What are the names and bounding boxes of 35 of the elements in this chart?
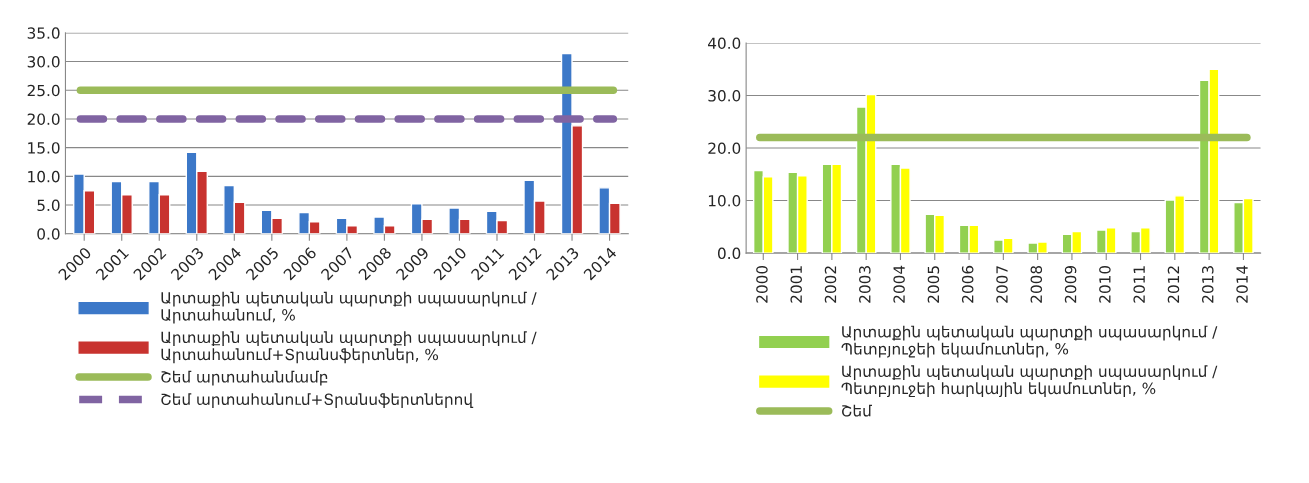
x-tick-label: 2001 — [790, 266, 803, 303]
y-tick-label: 40.0 — [708, 37, 741, 50]
x-tick-label: 2008 — [1030, 265, 1043, 303]
y-tick-label: 10.0 — [708, 195, 741, 207]
x-tick-label: 2003 — [859, 266, 871, 303]
x-tick-label: 2010 — [1099, 265, 1111, 303]
legend-label: Արտաքին պետական պարտքի սպասարկում / Արտահանում, % — [161, 291, 537, 324]
legend-label: Արտաքին պետական պարտքի սպասարկում / Պետբյուջեի հարկային եկամուտներ, % — [841, 365, 1218, 398]
y-tick-label: 30.0 — [27, 56, 60, 68]
x-tick-label: 2005 — [927, 266, 940, 303]
x-tick-label: 2007 — [996, 266, 1008, 303]
x-tick-label: 2012 — [1167, 266, 1180, 303]
x-tick-label: 2009 — [1064, 265, 1077, 303]
y-tick-label: 0.0 — [717, 247, 741, 260]
legend-label: Արտաքին պետական պարտքի սպասարկում / Արտահանում+Տրանսֆերտներ, % — [161, 331, 537, 364]
y-tick-label: 30.0 — [708, 89, 741, 102]
x-tick-label: 2014 — [1236, 265, 1248, 303]
x-tick-label: 2006 — [961, 265, 974, 303]
legend-label: Շեմ — [842, 404, 872, 417]
x-tick-label: 2000 — [756, 265, 768, 303]
y-tick-label: 20.0 — [27, 113, 60, 125]
x-tick-label: 2002 — [824, 266, 837, 303]
y-tick-label: 15.0 — [28, 142, 60, 154]
x-tick-label: 2013 — [1202, 266, 1214, 303]
y-tick-label: 35.0 — [27, 27, 60, 39]
x-tick-label: 2011 — [1133, 266, 1145, 303]
y-tick-label: 10.0 — [28, 170, 60, 183]
y-tick-label: 25.0 — [27, 84, 60, 97]
y-tick-label: 0.0 — [37, 228, 60, 240]
legend-label: Շեմ արտահանմամբ — [161, 370, 328, 386]
y-tick-label: 5.0 — [37, 199, 60, 212]
legend-label: Շեմ արտահանում+Տրանսֆերտներով — [161, 393, 474, 408]
legend-label: Արտաքին պետական պարտքի սպասարկում / Պետբյուջեի եկամուտներ, % — [841, 325, 1218, 358]
y-tick-label: 20.0 — [708, 142, 741, 155]
x-tick-label: 2004 — [893, 265, 905, 303]
